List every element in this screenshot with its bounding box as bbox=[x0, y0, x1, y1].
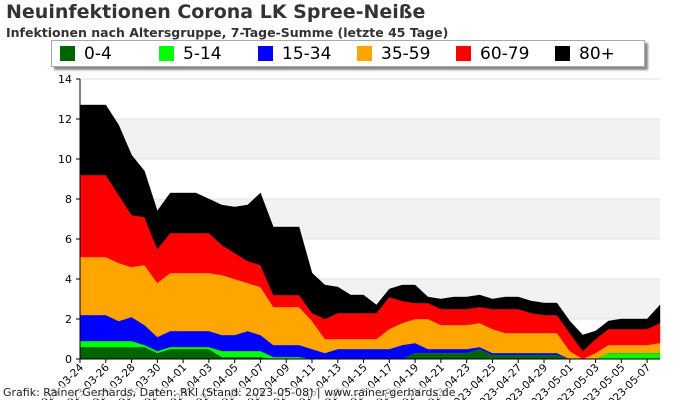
legend-item: 15-34 bbox=[258, 41, 331, 66]
legend-item: 80+ bbox=[555, 41, 615, 66]
y-tick-label: 10 bbox=[58, 153, 72, 166]
legend-swatch bbox=[456, 46, 471, 61]
legend-label: 0-4 bbox=[84, 43, 112, 64]
legend-item: 35-59 bbox=[357, 41, 430, 66]
chart-subtitle: Infektionen nach Altersgruppe, 7-Tage-Su… bbox=[6, 25, 449, 40]
grid-band bbox=[80, 79, 660, 119]
chart-legend: 0-4 5-14 15-34 35-59 60-79 80+ bbox=[51, 40, 645, 67]
y-tick-label: 8 bbox=[65, 193, 72, 206]
legend-label: 15-34 bbox=[282, 43, 332, 64]
legend-swatch bbox=[159, 46, 174, 61]
y-tick-label: 12 bbox=[58, 113, 72, 126]
y-tick-label: 0 bbox=[65, 353, 72, 366]
legend-swatch bbox=[60, 46, 75, 61]
chart-footer: Grafik: Rainer Gerhards, Daten: RKI (Sta… bbox=[3, 386, 456, 399]
y-tick-label: 6 bbox=[65, 233, 72, 246]
legend-item: 5-14 bbox=[159, 41, 222, 66]
area-series-80- bbox=[79, 104, 661, 352]
legend-item: 60-79 bbox=[456, 41, 529, 66]
legend-item: 0-4 bbox=[60, 41, 112, 66]
legend-label: 35-59 bbox=[381, 43, 431, 64]
y-tick-label: 4 bbox=[65, 273, 72, 286]
y-tick-label: 14 bbox=[58, 73, 72, 86]
legend-label: 5-14 bbox=[183, 43, 222, 64]
chart-title: Neuinfektionen Corona LK Spree-Neiße bbox=[6, 1, 426, 23]
legend-swatch bbox=[357, 46, 372, 61]
legend-swatch bbox=[258, 46, 273, 61]
legend-label: 80+ bbox=[579, 43, 615, 64]
y-tick-label: 2 bbox=[65, 313, 72, 326]
grid-band bbox=[80, 119, 660, 159]
legend-swatch bbox=[555, 46, 570, 61]
grid-band bbox=[80, 159, 660, 199]
legend-label: 60-79 bbox=[480, 43, 530, 64]
